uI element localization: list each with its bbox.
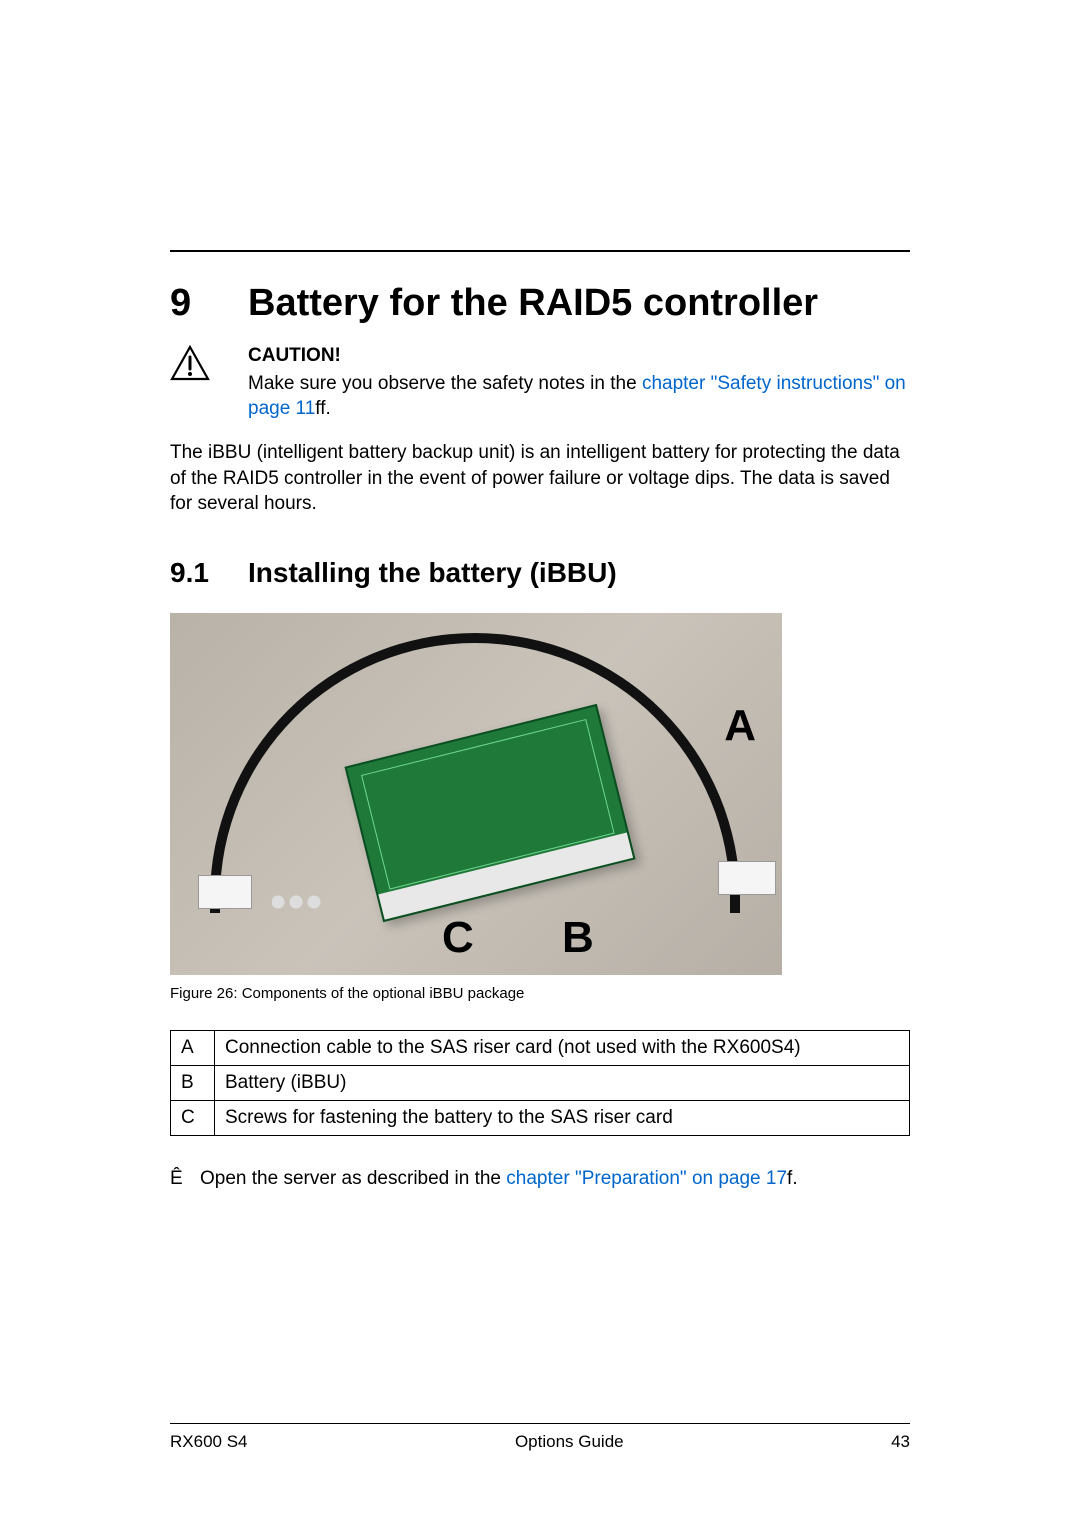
table-cell-key: C	[171, 1100, 215, 1135]
step-text: Open the server as described in the chap…	[200, 1166, 798, 1192]
document-page: 9 Battery for the RAID5 controller CAUTI…	[0, 0, 1080, 1528]
step-text-after: f.	[787, 1168, 798, 1189]
step-marker: Ê	[170, 1166, 200, 1192]
table-cell-key: B	[171, 1065, 215, 1100]
table-cell-desc: Connection cable to the SAS riser card (…	[215, 1030, 910, 1065]
table-row: A Connection cable to the SAS riser card…	[171, 1030, 910, 1065]
step-line: Ê Open the server as described in the ch…	[170, 1166, 910, 1192]
caution-icon	[170, 345, 210, 386]
top-rule	[170, 250, 910, 252]
table-row: B Battery (iBBU)	[171, 1065, 910, 1100]
figure-label-a: A	[724, 701, 756, 751]
page-footer: RX600 S4 Options Guide 43	[170, 1423, 910, 1452]
caution-body: Make sure you observe the safety notes i…	[248, 373, 906, 420]
table-cell-desc: Screws for fastening the battery to the …	[215, 1100, 910, 1135]
footer-row: RX600 S4 Options Guide 43	[170, 1432, 910, 1452]
caution-text-after: ff.	[315, 398, 331, 419]
caution-block: CAUTION! Make sure you observe the safet…	[170, 343, 910, 422]
connector-left	[198, 875, 252, 909]
table-cell-key: A	[171, 1030, 215, 1065]
footer-left: RX600 S4	[170, 1432, 248, 1452]
intro-paragraph: The iBBU (intelligent battery backup uni…	[170, 440, 910, 517]
components-table: A Connection cable to the SAS riser card…	[170, 1030, 910, 1136]
figure-label-b: B	[562, 913, 594, 963]
table-cell-desc: Battery (iBBU)	[215, 1065, 910, 1100]
figure-caption: Figure 26: Components of the optional iB…	[170, 985, 910, 1002]
step-text-before: Open the server as described in the	[200, 1168, 506, 1189]
section-heading: 9.1 Installing the battery (iBBU)	[170, 557, 910, 589]
footer-center: Options Guide	[515, 1432, 624, 1452]
connector-right	[718, 861, 776, 895]
caution-label: CAUTION!	[248, 343, 910, 369]
preparation-link[interactable]: chapter "Preparation" on page 17	[506, 1168, 787, 1189]
caution-icon-wrap	[170, 343, 248, 422]
caution-text-before: Make sure you observe the safety notes i…	[248, 373, 642, 394]
chapter-heading: 9 Battery for the RAID5 controller	[170, 282, 910, 325]
screws-shape	[272, 891, 332, 913]
section-number: 9.1	[170, 557, 248, 589]
footer-right: 43	[891, 1432, 910, 1452]
chapter-number: 9	[170, 282, 248, 325]
figure-image: A B C	[170, 613, 782, 975]
figure-label-c: C	[442, 913, 474, 963]
table-row: C Screws for fastening the battery to th…	[171, 1100, 910, 1135]
footer-rule	[170, 1423, 910, 1424]
chapter-title: Battery for the RAID5 controller	[248, 282, 818, 325]
section-title: Installing the battery (iBBU)	[248, 557, 617, 589]
caution-text: CAUTION! Make sure you observe the safet…	[248, 343, 910, 422]
